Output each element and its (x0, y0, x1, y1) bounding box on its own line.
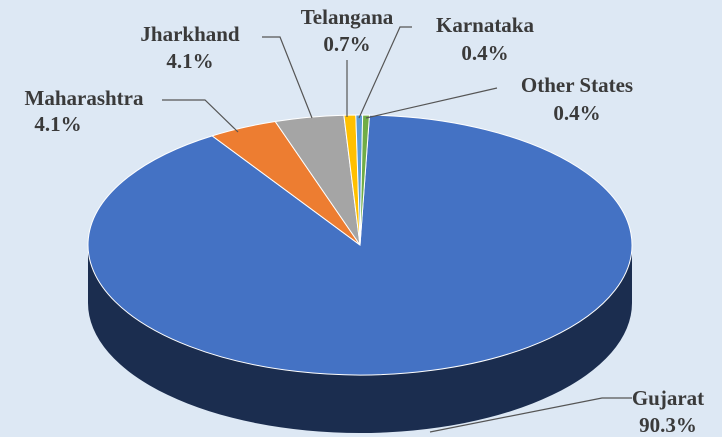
slice-label: Karnataka (436, 13, 535, 37)
slice-value-label: 4.1% (34, 112, 81, 136)
slice-value-label: 90.3% (639, 413, 697, 437)
leader-line (162, 99, 239, 133)
slice-label: Gujarat (632, 386, 704, 410)
slice-label: Maharashtra (25, 86, 144, 110)
slice-value-label: 0.4% (553, 101, 600, 125)
slice-value-label: 0.4% (461, 41, 508, 65)
slice-label: Other States (521, 73, 633, 97)
leader-line (365, 87, 498, 119)
leader-line (429, 397, 632, 433)
slice-label: Jharkhand (140, 22, 240, 46)
leader-line (262, 36, 313, 119)
slice-value-label: 4.1% (166, 49, 213, 73)
slice-label: Telangana (301, 5, 394, 29)
slice-value-label: 0.7% (323, 32, 370, 56)
leader-line (358, 26, 412, 119)
pie-side (88, 245, 632, 433)
pie-slice (359, 114, 371, 246)
